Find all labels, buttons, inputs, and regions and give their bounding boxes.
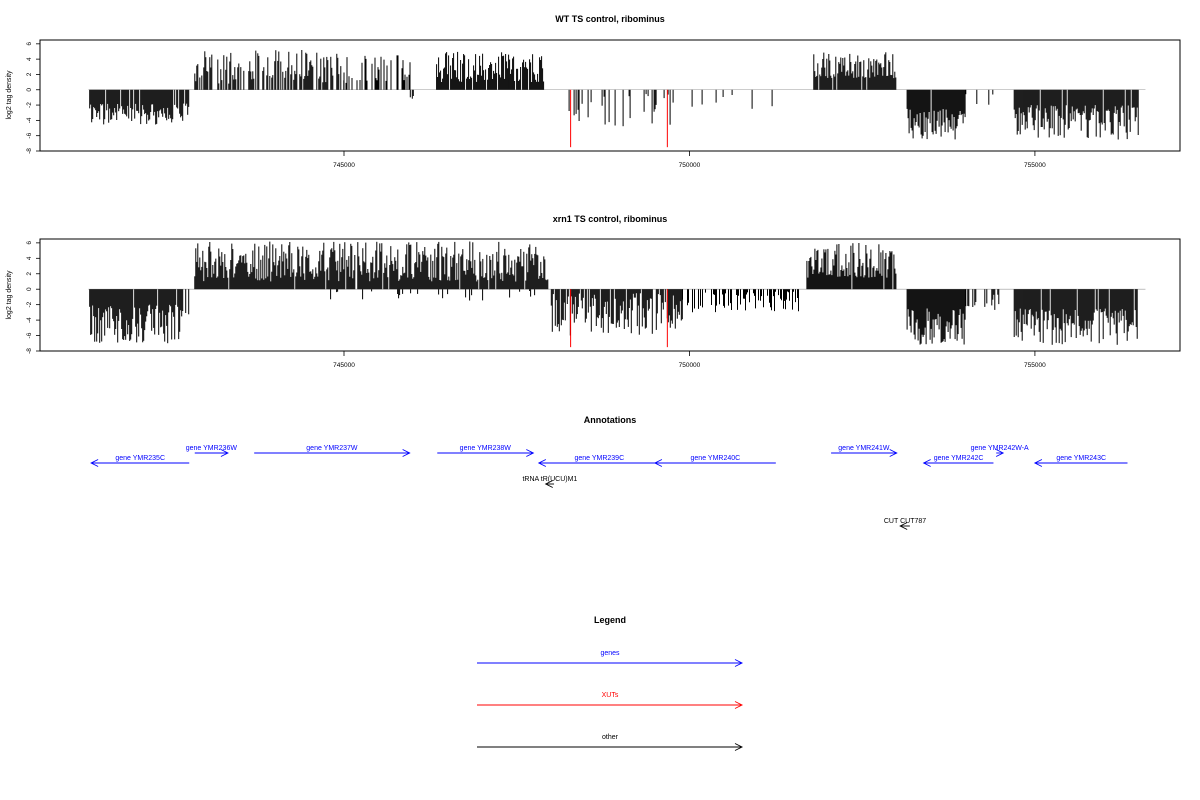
feature-label: gene YMR235C (115, 455, 165, 462)
arrow-head (537, 459, 547, 467)
panel-title: xrn1 TS control, ribominus (553, 214, 668, 224)
y-tick-label: -4 (26, 317, 33, 323)
y-axis-label: log2 tag density (6, 270, 13, 320)
arrow-head (220, 449, 229, 457)
feature-label: gene YMR240C (691, 455, 741, 462)
legend: Legend genes XUTs other (477, 615, 744, 751)
legend-item: other (477, 734, 744, 751)
panel-title: WT TS control, ribominus (555, 14, 665, 24)
arrow-head (899, 522, 908, 530)
arrow-head (526, 449, 535, 457)
legend-arrow-head (734, 743, 744, 751)
annotation-feature: gene YMR239C (537, 455, 660, 467)
legend-label: other (602, 734, 619, 741)
feature-label: gene YMR237W (306, 445, 358, 452)
y-tick-label: 4 (26, 256, 33, 260)
annotation-feature: gene YMR235C (90, 455, 190, 467)
annotation-feature: gene YMR236W (186, 445, 238, 457)
annotation-feature: gene YMR240C (653, 455, 776, 467)
y-axis: -8 -6 -4 -2 0 2 4 6 (26, 42, 40, 154)
annotation-feature: CUT CUT787 (884, 518, 926, 530)
x-tick-label: 745000 (333, 162, 355, 169)
x-axis: 745000 750000 755000 (333, 351, 1046, 369)
y-tick-label: -4 (26, 117, 33, 123)
x-tick-label: 745000 (333, 362, 355, 369)
arrow-head (922, 459, 931, 467)
annotation-feature: gene YMR242C (922, 455, 994, 467)
feature-label: gene YMR241W (838, 445, 890, 452)
annotation-feature: tRNA tR(UCU)M1 (522, 476, 577, 488)
arrow-head (995, 449, 1005, 457)
signal-bars (88, 241, 1146, 348)
feature-label: gene YMR243C (1056, 455, 1106, 462)
annotation-feature: gene YMR243C (1033, 455, 1128, 467)
feature-label: gene YMR238W (460, 445, 512, 452)
y-tick-label: -6 (26, 132, 33, 138)
y-tick-label: 6 (26, 42, 33, 46)
annotation-feature: gene YMR238W (437, 445, 535, 457)
x-tick-label: 750000 (679, 162, 701, 169)
arrow-head (90, 459, 99, 467)
legend-label: XUTs (602, 692, 619, 699)
y-tick-label: 0 (26, 287, 33, 291)
legend-arrow-head (734, 659, 744, 667)
legend-items: genes XUTs other (477, 650, 744, 751)
feature-label: tRNA tR(UCU)M1 (522, 476, 577, 483)
annotation-features: gene YMR235C gene YMR236W gene YMR237W gene… (90, 445, 1128, 530)
arrow-head (544, 480, 553, 488)
x-tick-label: 750000 (679, 362, 701, 369)
feature-label: gene YMR236W (186, 445, 238, 452)
y-tick-label: 0 (26, 88, 33, 92)
y-tick-label: -8 (26, 348, 33, 354)
feature-label: gene YMR242W-A (971, 445, 1029, 452)
y-tick-label: 2 (26, 272, 33, 276)
y-tick-label: -6 (26, 332, 33, 338)
legend-arrow-head (734, 701, 744, 709)
y-tick-label: -8 (26, 148, 33, 154)
plot-frame (39, 238, 1181, 352)
annotation-feature: gene YMR241W (831, 445, 898, 457)
y-axis-label: log2 tag density (6, 70, 13, 120)
feature-label: gene YMR242C (934, 455, 984, 462)
y-tick-label: -2 (26, 301, 33, 307)
plot-frame (39, 39, 1181, 152)
legend-title: Legend (594, 615, 626, 625)
y-tick-label: 2 (26, 72, 33, 76)
signal-bars (88, 50, 1146, 148)
y-tick-label: 6 (26, 241, 33, 245)
y-tick-label: -2 (26, 102, 33, 108)
panel-wt: WT TS control, ribominus log2 tag densit… (6, 14, 1181, 169)
x-tick-label: 755000 (1024, 162, 1046, 169)
x-tick-label: 755000 (1024, 362, 1046, 369)
feature-label: gene YMR239C (574, 455, 624, 462)
y-axis: -8 -6 -4 -2 0 2 4 6 (26, 241, 40, 354)
arrow-head (402, 449, 411, 457)
annotations-title: Annotations (584, 415, 637, 425)
feature-label: CUT CUT787 (884, 518, 926, 525)
arrow-head (1033, 459, 1043, 467)
legend-item: XUTs (477, 692, 744, 709)
legend-label: genes (600, 650, 620, 657)
legend-item: genes (477, 650, 744, 667)
annotation-feature: gene YMR242W-A (971, 445, 1029, 457)
y-tick-label: 4 (26, 57, 33, 61)
arrow-head (889, 449, 898, 457)
panel-xrn1: xrn1 TS control, ribominus log2 tag dens… (6, 214, 1181, 369)
arrow-head (653, 459, 663, 467)
annotation-feature: gene YMR237W (254, 445, 411, 457)
x-axis: 745000 750000 755000 (333, 151, 1046, 169)
